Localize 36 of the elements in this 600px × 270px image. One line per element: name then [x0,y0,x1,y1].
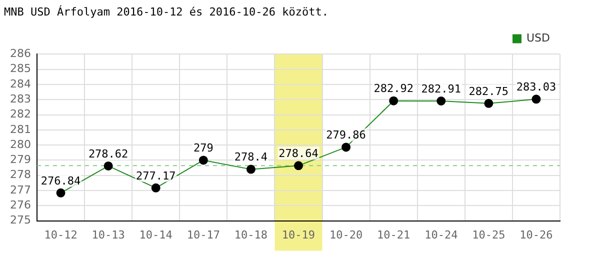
data-label: 279 [193,142,214,155]
data-label: 278.62 [88,147,128,160]
data-label: 278.64 [278,147,319,160]
y-tick-label: 275 [10,214,31,227]
y-tick-label: 281 [10,122,31,136]
data-label: 279.86 [326,128,366,142]
y-tick-label: 286 [10,47,31,60]
chart-title: MNB USD Árfolyam 2016-10-12 és 2016-10-26 között. [4,4,329,18]
x-tick-label: 10-20 [329,228,363,242]
data-label: 282.91 [421,82,462,96]
x-tick-label: 10-25 [472,228,506,242]
x-tick-label: 10-17 [186,228,220,242]
data-label: 277.17 [136,169,176,182]
x-tick-label: 10-26 [520,228,553,242]
legend-label: USD [526,32,550,45]
x-tick-label: 10-19 [282,228,316,242]
y-tick-label: 280 [10,138,31,151]
y-tick-label: 279 [10,153,31,166]
x-tick-label: 10-13 [92,228,125,242]
data-label: 276.84 [40,174,82,188]
y-tick-label: 276 [10,198,31,212]
x-tick-label: 10-14 [139,228,173,242]
y-tick-label: 285 [10,62,31,76]
x-tick-label: 10-12 [44,228,78,242]
data-label: 282.75 [468,84,509,98]
data-label: 282.92 [374,82,414,96]
y-tick-label: 284 [10,77,31,90]
y-tick-label: 278 [10,168,31,182]
y-tick-label: 277 [10,183,31,196]
y-tick-label: 282 [10,108,31,121]
x-tick-label: 10-21 [377,228,410,242]
data-label: 278.4 [234,150,268,164]
x-tick-label: 10-24 [424,228,458,242]
data-label: 283.03 [516,80,556,94]
x-tick-label: 10-18 [234,228,268,242]
y-tick-label: 283 [10,92,31,106]
